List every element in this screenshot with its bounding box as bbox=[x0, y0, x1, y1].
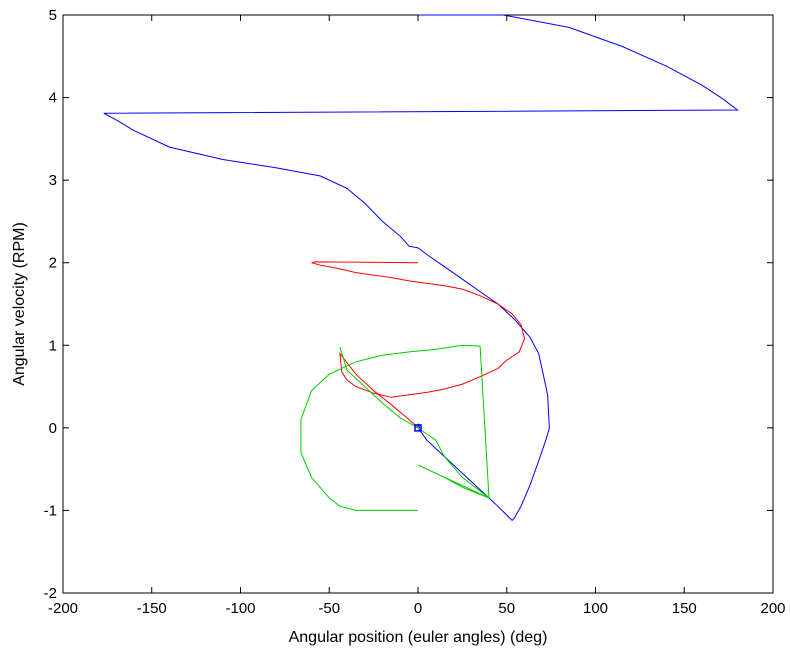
x-tick-label: 200 bbox=[760, 600, 785, 617]
y-tick-label: 2 bbox=[49, 255, 57, 272]
x-tick-label: 0 bbox=[414, 600, 422, 617]
y-tick-label: 1 bbox=[49, 337, 57, 354]
plot-area bbox=[62, 14, 774, 594]
marks-layer bbox=[103, 14, 739, 521]
x-tick-label: 150 bbox=[672, 600, 697, 617]
y-tick-label: -2 bbox=[44, 585, 57, 602]
x-tick-label: -150 bbox=[137, 600, 167, 617]
x-tick-label: -200 bbox=[48, 600, 78, 617]
y-tick-label: 4 bbox=[49, 90, 57, 107]
x-tick-label: -100 bbox=[225, 600, 255, 617]
y-tick-label: 3 bbox=[49, 172, 57, 189]
y-tick-label: -1 bbox=[44, 502, 57, 519]
y-axis-label: Angular velocity (RPM) bbox=[11, 222, 28, 386]
x-tick-label: 50 bbox=[498, 600, 515, 617]
x-tick-label: -50 bbox=[318, 600, 340, 617]
x-tick-label: 100 bbox=[583, 600, 608, 617]
x-axis-label: Angular position (euler angles) (deg) bbox=[289, 629, 548, 646]
y-tick-label: 0 bbox=[49, 420, 57, 437]
series-line-1 bbox=[103, 14, 739, 521]
y-tick-label: 5 bbox=[49, 7, 57, 24]
origin-marker bbox=[414, 424, 422, 432]
ticks-layer: -200 -150 -100 -50 0 50 100 150 200 -2 -1 0 1 2 3 4 5 bbox=[44, 7, 786, 617]
